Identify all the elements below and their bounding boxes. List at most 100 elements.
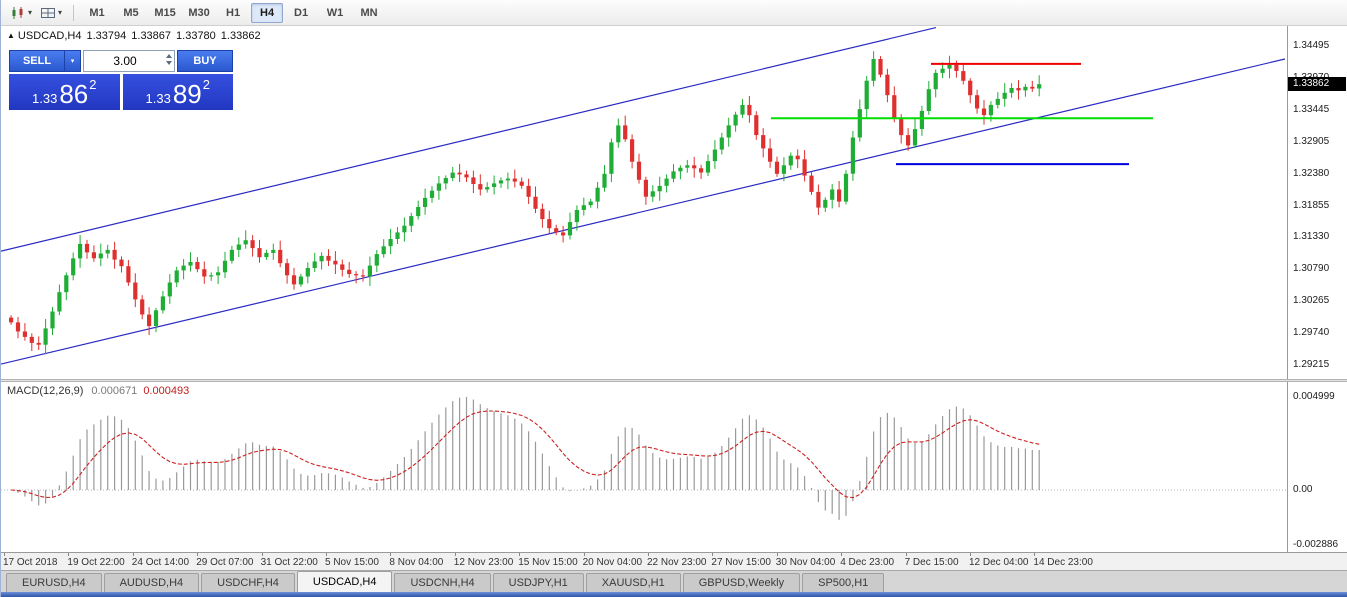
buy-price-display[interactable]: 1.33 89 2: [122, 74, 233, 110]
volume-increase-button[interactable]: [166, 54, 172, 58]
time-axis-tick: [326, 553, 327, 556]
timeframe-m30[interactable]: M30: [188, 6, 210, 19]
timeframes-menu-button[interactable]: ▾: [37, 3, 65, 23]
timeframe-h4[interactable]: H4: [251, 2, 284, 23]
price-axis-label: 1.29740: [1293, 327, 1330, 339]
time-axis-tick: [970, 553, 971, 556]
price-chart-canvas[interactable]: [1, 26, 1287, 379]
volume-box: [83, 50, 175, 72]
candlestick-chart-icon: [12, 6, 23, 19]
tab-sp500-h1[interactable]: SP500,H1: [802, 573, 885, 592]
timeframe-m5[interactable]: M5: [123, 6, 139, 19]
symbol-ohlc-label: ▲ USDCAD,H4 1.33794 1.33867 1.33780 1.33862: [7, 30, 261, 42]
high-value: 1.33867: [131, 30, 172, 42]
macd-main-value: 0.000671: [91, 385, 138, 397]
volume-input[interactable]: [84, 51, 174, 71]
time-axis-label: 29 Oct 07:00: [196, 557, 254, 568]
sell-button[interactable]: SELL: [9, 50, 65, 72]
order-type-dropdown[interactable]: ▾: [65, 50, 81, 72]
timeframe-m1[interactable]: M1: [89, 6, 105, 19]
macd-axis-label: -0.002886: [1293, 539, 1339, 550]
time-axis-tick: [4, 553, 5, 556]
grid-icon: [41, 7, 56, 18]
time-axis-tick: [519, 553, 521, 556]
open-value: 1.33794: [86, 30, 127, 42]
time-axis-tick: [648, 553, 649, 556]
macd-name: MACD(12,26,9): [7, 385, 84, 397]
time-axis-tick: [583, 553, 585, 556]
timeframe-m15[interactable]: M15: [154, 6, 176, 19]
time-axis-label: 31 Oct 22:00: [260, 557, 318, 568]
price-axis-label: 1.32380: [1293, 167, 1330, 179]
sell-price-prefix: 1.33: [32, 91, 58, 106]
sell-price-sup: 2: [89, 77, 97, 92]
time-axis-tick: [905, 553, 907, 556]
timeframe-d1[interactable]: D1: [294, 6, 309, 19]
buy-button[interactable]: BUY: [177, 50, 233, 72]
macd-panel: MACD(12,26,9) 0.000671 0.000493: [1, 382, 1287, 552]
buy-price-sup: 2: [202, 77, 210, 92]
one-click-trade-panel: SELL ▾ BUY 1.33 86 2: [9, 50, 233, 110]
tab-audusd-h4[interactable]: AUDUSD,H4: [103, 573, 200, 592]
trend-channel-upper[interactable]: [1, 26, 937, 252]
top-toolbar: ▾ ▾ M1 M5 M15 M30 H1 H4 D1 W1 MN: [1, 0, 1347, 26]
time-axis-label: 12 Dec 04:00: [969, 557, 1029, 568]
price-axis-label: 1.31330: [1293, 231, 1330, 243]
price-axis-label: 1.29215: [1293, 359, 1330, 370]
time-axis-label: 27 Nov 15:00: [711, 557, 771, 568]
tab-usdcad-h4[interactable]: USDCAD,H4: [296, 571, 393, 592]
price-axis-label: 1.32905: [1293, 135, 1330, 147]
price-axis-label: 1.30265: [1293, 295, 1330, 307]
volume-decrease-button[interactable]: [166, 61, 172, 65]
time-axis-tick: [68, 553, 70, 556]
chart-style-button[interactable]: ▾: [7, 3, 35, 23]
panel-splitter[interactable]: [1, 379, 1347, 382]
price-axis: 1.33862 1.344951.339701.334451.329051.32…: [1287, 26, 1347, 552]
price-axis-label: 1.34495: [1293, 40, 1330, 51]
time-axis-label: 7 Dec 15:00: [904, 557, 959, 568]
volume-spinner: [166, 54, 172, 65]
price-axis-label: 1.30790: [1293, 263, 1330, 275]
macd-axis-label: 0.004999: [1293, 391, 1335, 402]
time-axis-label: 30 Nov 04:00: [775, 557, 836, 568]
macd-signal-line: [11, 410, 1040, 499]
tab-usdcnh-h4[interactable]: USDCNH,H4: [394, 573, 491, 592]
tab-usdjpy-h1[interactable]: USDJPY,H1: [492, 573, 584, 592]
sell-price-big: 86: [59, 79, 89, 110]
tab-gbpusd-weekly[interactable]: GBPUSD,Weekly: [682, 573, 801, 592]
time-axis-tick: [1034, 553, 1036, 556]
tab-eurusd-h4[interactable]: EURUSD,H4: [6, 573, 102, 592]
chevron-down-icon: ▾: [58, 7, 63, 17]
buy-price-big: 89: [172, 79, 202, 110]
symbol-name: USDCAD,H4: [17, 30, 82, 42]
symbol-tab-bar: EURUSD,H4 AUDUSD,H4 USDCHF,H4 USDCAD,H4 USDC…: [1, 570, 1347, 592]
tab-xauusd-h1[interactable]: XAUUSD,H1: [585, 573, 681, 592]
price-axis-label: 1.31855: [1293, 199, 1330, 211]
macd-signal-value: 0.000493: [143, 385, 190, 397]
time-axis-label: 4 Dec 23:00: [840, 557, 895, 568]
time-axis-label: 5 Nov 15:00: [325, 557, 379, 568]
trend-channel-lower[interactable]: [1, 58, 1286, 365]
sell-price-display[interactable]: 1.33 86 2: [9, 74, 120, 110]
macd-axis-label: 0.00: [1293, 484, 1313, 495]
time-axis-tick: [197, 553, 199, 556]
time-axis-tick: [841, 553, 843, 556]
tab-usdchf-h4[interactable]: USDCHF,H4: [201, 573, 295, 592]
macd-canvas[interactable]: [1, 382, 1287, 552]
time-axis-label: 24 Oct 14:00: [131, 557, 190, 568]
timeframe-w1[interactable]: W1: [326, 6, 344, 19]
time-axis-tick: [261, 553, 263, 556]
time-axis-label: 17 Oct 2018: [3, 557, 58, 568]
toolbar-separator: [73, 4, 75, 21]
close-value: 1.33862: [220, 30, 261, 42]
timeframe-h1[interactable]: H1: [226, 6, 241, 19]
chevron-down-icon: ▾: [70, 58, 75, 65]
price-axis-label: 1.33445: [1293, 103, 1330, 115]
time-axis-label: 12 Nov 23:00: [453, 557, 514, 568]
timeframe-mn[interactable]: MN: [360, 6, 378, 19]
time-axis: 17 Oct 2018 19 Oct 22:00 24 Oct 14:00 29 Oc…: [1, 552, 1347, 570]
time-axis-label: 22 Nov 23:00: [647, 557, 707, 568]
time-axis-tick: [454, 553, 456, 556]
time-axis-tick: [132, 553, 134, 556]
current-price-badge: 1.33862: [1288, 77, 1346, 91]
